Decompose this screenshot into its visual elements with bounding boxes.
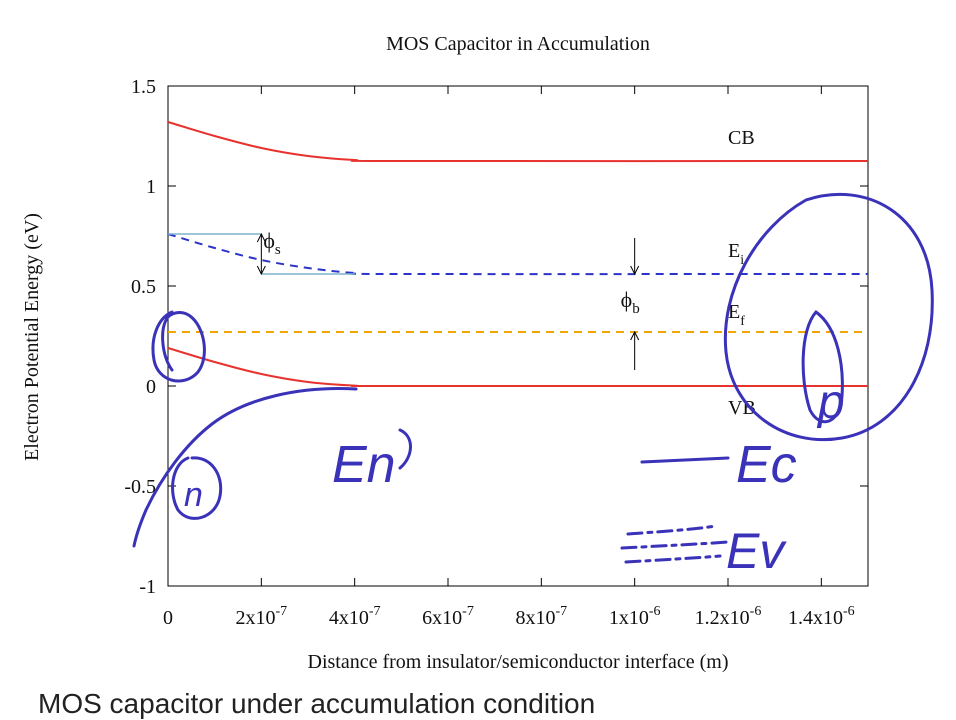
series-line-cb — [167, 121, 869, 163]
phi-b-arrowhead-down-icon — [630, 265, 640, 276]
y-axis-label: Electron Potential Energy (eV) — [21, 213, 43, 461]
y-tick-label: 1 — [146, 176, 156, 198]
x-tick-label: 1x10-6 — [609, 604, 661, 629]
x-tick-label: 2x10-7 — [235, 604, 287, 629]
series-line-ei — [167, 233, 869, 276]
hand-line-ec-icon — [640, 456, 730, 464]
hand-lines-ev-icon — [620, 524, 730, 564]
x-tick-label: 1.2x10-6 — [695, 604, 762, 629]
x-tick-label: 4x10-7 — [329, 604, 381, 629]
plot-frame — [167, 85, 869, 587]
y-tick-label: -1 — [139, 576, 156, 598]
hand-circle-left-icon — [151, 310, 206, 383]
potential-annotations: ϕs ϕb — [168, 228, 640, 370]
y-tick-label: 0 — [146, 376, 156, 398]
axis-ticks: -1 -0.5 0 0.5 1 1.5 0 2x10-7 4x10-7 6x10-7 8x10-7 1… — [124, 76, 868, 629]
phi-b-label: ϕb — [621, 287, 640, 317]
x-axis-label: Distance from insulator/semiconductor in… — [308, 651, 729, 673]
series-label-cb: CB — [728, 127, 755, 149]
hand-loop-inner-icon — [801, 310, 844, 424]
hand-label-p: p — [816, 376, 845, 429]
x-tick-label: 1.4x10-6 — [788, 604, 855, 629]
phi-s-label: ϕs — [263, 228, 281, 258]
hand-circle-n-icon — [171, 456, 223, 520]
hand-label-n: n — [184, 476, 203, 514]
phi-s-arrowhead-down-icon — [256, 265, 266, 276]
y-tick-label: -0.5 — [124, 476, 156, 498]
hand-label-ec: Ec — [736, 436, 797, 494]
y-tick-label: 0.5 — [131, 276, 156, 298]
x-tick-label: 8x10-7 — [515, 604, 567, 629]
hand-stroke-left-icon — [132, 387, 358, 548]
chart-title: MOS Capacitor in Accumulation — [386, 33, 650, 55]
hand-label-en: En — [332, 436, 396, 494]
series-label-ei: Ei — [728, 240, 744, 268]
y-tick-label: 1.5 — [131, 76, 156, 98]
phi-s-arrowhead-up-icon — [256, 232, 266, 243]
slide-caption: MOS capacitor under accumulation conditi… — [38, 688, 596, 719]
hand-big-loop-icon — [723, 192, 934, 442]
hand-label-ev: Ev — [726, 523, 787, 579]
phi-b-arrowhead-up-icon — [630, 330, 640, 341]
hand-bracket-icon — [398, 428, 412, 470]
series-line-vb — [167, 347, 869, 388]
x-tick-label: 0 — [163, 607, 173, 629]
series-label-vb: VB — [728, 397, 756, 419]
handwritten-annotations: n En p Ec Ev — [132, 192, 934, 579]
x-tick-label: 6x10-7 — [422, 604, 474, 629]
